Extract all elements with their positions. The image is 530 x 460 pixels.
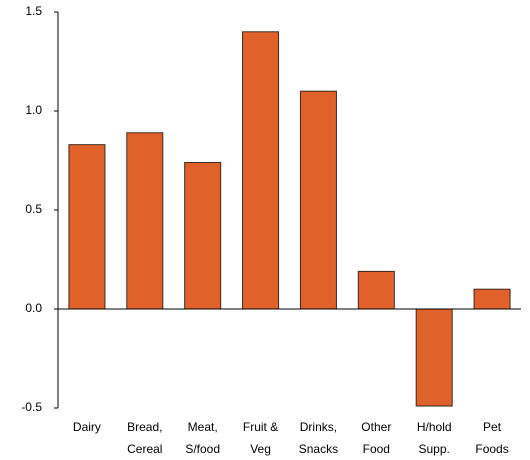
x-tick-label: Meat, (188, 420, 218, 434)
x-tick-label: Snacks (299, 442, 338, 456)
x-tick-label: Supp. (419, 442, 450, 456)
x-tick-label: Foods (475, 442, 508, 456)
y-tick-label: 1.0 (25, 103, 42, 117)
bar (415, 308, 453, 407)
x-tick-label: Veg (250, 442, 271, 456)
bar (242, 31, 280, 310)
x-tick-label: Pet (483, 420, 502, 434)
x-tick-label: Other (361, 420, 391, 434)
bar (68, 144, 106, 310)
x-tick-label: Dairy (73, 420, 101, 434)
y-tick-label: 0.0 (25, 301, 42, 315)
x-tick-label: Food (363, 442, 390, 456)
bar (473, 288, 511, 310)
bar (357, 270, 395, 310)
bar (299, 90, 337, 310)
y-tick-label: 0.5 (25, 202, 42, 216)
x-tick-label: Cereal (127, 442, 162, 456)
x-tick-label: H/hold (417, 420, 452, 434)
x-tick-label: Bread, (127, 420, 162, 434)
bar (126, 132, 164, 310)
x-tick-label: Fruit & (243, 420, 278, 434)
bar (184, 161, 222, 310)
x-tick-label: Drinks, (300, 420, 337, 434)
y-tick-label: -0.5 (21, 400, 42, 414)
x-tick-label: S/food (185, 442, 220, 456)
y-tick-label: 1.5 (25, 4, 42, 18)
